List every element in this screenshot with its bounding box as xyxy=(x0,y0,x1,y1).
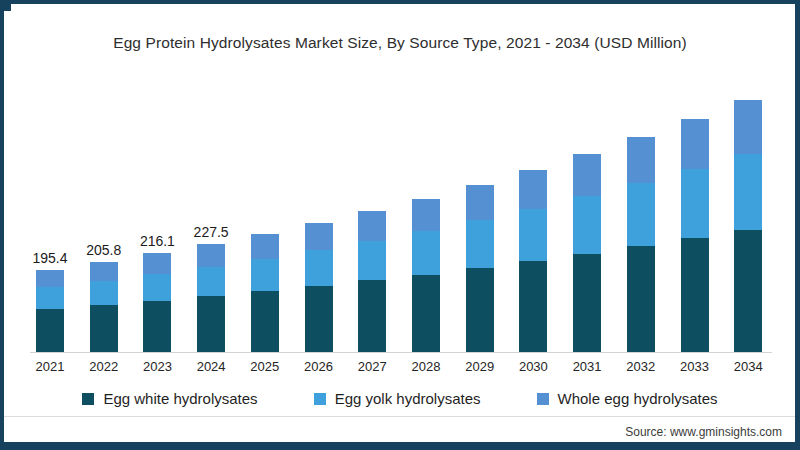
x-tick-2024: 2024 xyxy=(184,359,238,374)
x-tick-2022: 2022 xyxy=(77,359,131,374)
segment-2030-whole-egg-hydrolysates xyxy=(519,170,547,209)
legend-item-egg-yolk-hydrolysates: Egg yolk hydrolysates xyxy=(314,390,481,407)
segment-2034-whole-egg-hydrolysates xyxy=(734,100,762,154)
segment-2021-egg-yolk-hydrolysates xyxy=(36,287,64,309)
x-tick-2033: 2033 xyxy=(668,359,722,374)
stacked-bar-2021 xyxy=(36,270,64,352)
segment-2027-whole-egg-hydrolysates xyxy=(358,211,386,241)
segment-2027-egg-yolk-hydrolysates xyxy=(358,241,386,281)
segment-2034-egg-white-hydrolysates xyxy=(734,230,762,353)
x-tick-2027: 2027 xyxy=(345,359,399,374)
x-tick-2032: 2032 xyxy=(614,359,668,374)
segment-2028-whole-egg-hydrolysates xyxy=(412,199,440,232)
stacked-bar-2024 xyxy=(197,244,225,352)
segment-2021-egg-white-hydrolysates xyxy=(36,309,64,352)
segment-2025-egg-white-hydrolysates xyxy=(251,291,279,352)
segment-2033-whole-egg-hydrolysates xyxy=(681,119,709,169)
segment-2032-whole-egg-hydrolysates xyxy=(627,137,655,183)
legend-swatch-icon xyxy=(537,393,549,405)
segment-2028-egg-white-hydrolysates xyxy=(412,275,440,352)
legend-label: Egg yolk hydrolysates xyxy=(335,390,481,407)
segment-2024-whole-egg-hydrolysates xyxy=(197,244,225,267)
segment-2032-egg-yolk-hydrolysates xyxy=(627,183,655,246)
segment-2022-egg-white-hydrolysates xyxy=(90,305,118,352)
x-tick-2023: 2023 xyxy=(130,359,184,374)
legend-swatch-icon xyxy=(314,393,326,405)
stacked-bar-2029 xyxy=(466,185,494,352)
segment-2031-whole-egg-hydrolysates xyxy=(573,154,601,196)
segment-2024-egg-yolk-hydrolysates xyxy=(197,267,225,297)
x-tick-2028: 2028 xyxy=(399,359,453,374)
x-tick-2025: 2025 xyxy=(238,359,292,374)
legend: Egg white hydrolysates Egg yolk hydrolysa… xyxy=(0,390,800,407)
footer-divider xyxy=(4,416,795,417)
segment-2021-whole-egg-hydrolysates xyxy=(36,270,64,287)
segment-2026-egg-yolk-hydrolysates xyxy=(305,250,333,286)
x-tick-2030: 2030 xyxy=(506,359,560,374)
x-axis-line xyxy=(30,352,772,353)
stacked-bar-2033 xyxy=(681,119,709,352)
legend-item-whole-egg-hydrolysates: Whole egg hydrolysates xyxy=(537,390,718,407)
x-tick-2029: 2029 xyxy=(453,359,507,374)
segment-2031-egg-yolk-hydrolysates xyxy=(573,196,601,254)
stacked-bar-2034 xyxy=(734,100,762,352)
x-tick-2034: 2034 xyxy=(721,359,775,374)
total-label-2024: 227.5 xyxy=(179,224,243,240)
stacked-bar-2026 xyxy=(305,223,333,352)
segment-2033-egg-white-hydrolysates xyxy=(681,238,709,352)
stacked-bar-2027 xyxy=(358,211,386,352)
legend-label: Whole egg hydrolysates xyxy=(558,390,718,407)
stacked-bar-2025 xyxy=(251,234,279,352)
segment-2023-egg-white-hydrolysates xyxy=(143,301,171,352)
stacked-bar-2028 xyxy=(412,199,440,352)
segment-2025-whole-egg-hydrolysates xyxy=(251,234,279,259)
segment-2022-egg-yolk-hydrolysates xyxy=(90,281,118,305)
segment-2029-egg-white-hydrolysates xyxy=(466,268,494,352)
segment-2028-egg-yolk-hydrolysates xyxy=(412,231,440,275)
x-tick-2026: 2026 xyxy=(292,359,346,374)
bar-plot-area: 195.42021205.82022216.12023227.520242025… xyxy=(0,0,800,450)
stacked-bar-2023 xyxy=(143,253,171,352)
segment-2033-egg-yolk-hydrolysates xyxy=(681,169,709,238)
segment-2023-whole-egg-hydrolysates xyxy=(143,253,171,274)
segment-2031-egg-white-hydrolysates xyxy=(573,254,601,352)
stacked-bar-2032 xyxy=(627,137,655,352)
segment-2027-egg-white-hydrolysates xyxy=(358,280,386,352)
legend-item-egg-white-hydrolysates: Egg white hydrolysates xyxy=(82,390,257,407)
x-tick-2021: 2021 xyxy=(23,359,77,374)
segment-2030-egg-yolk-hydrolysates xyxy=(519,209,547,262)
segment-2032-egg-white-hydrolysates xyxy=(627,246,655,352)
segment-2030-egg-white-hydrolysates xyxy=(519,261,547,352)
segment-2023-egg-yolk-hydrolysates xyxy=(143,274,171,301)
legend-label: Egg white hydrolysates xyxy=(103,390,257,407)
segment-2034-egg-yolk-hydrolysates xyxy=(734,154,762,230)
segment-2026-whole-egg-hydrolysates xyxy=(305,223,333,250)
segment-2029-whole-egg-hydrolysates xyxy=(466,185,494,221)
legend-swatch-icon xyxy=(82,393,94,405)
corner-accent xyxy=(0,0,11,11)
segment-2029-egg-yolk-hydrolysates xyxy=(466,220,494,268)
stacked-bar-2031 xyxy=(573,154,601,352)
segment-2024-egg-white-hydrolysates xyxy=(197,296,225,352)
stacked-bar-2022 xyxy=(90,262,118,352)
segment-2022-whole-egg-hydrolysates xyxy=(90,262,118,281)
segment-2026-egg-white-hydrolysates xyxy=(305,286,333,352)
source-note: Source: www.gminsights.com xyxy=(625,425,782,439)
segment-2025-egg-yolk-hydrolysates xyxy=(251,259,279,292)
stacked-bar-2030 xyxy=(519,170,547,352)
chart-panel: Egg Protein Hydrolysates Market Size, By… xyxy=(0,0,800,450)
x-tick-2031: 2031 xyxy=(560,359,614,374)
